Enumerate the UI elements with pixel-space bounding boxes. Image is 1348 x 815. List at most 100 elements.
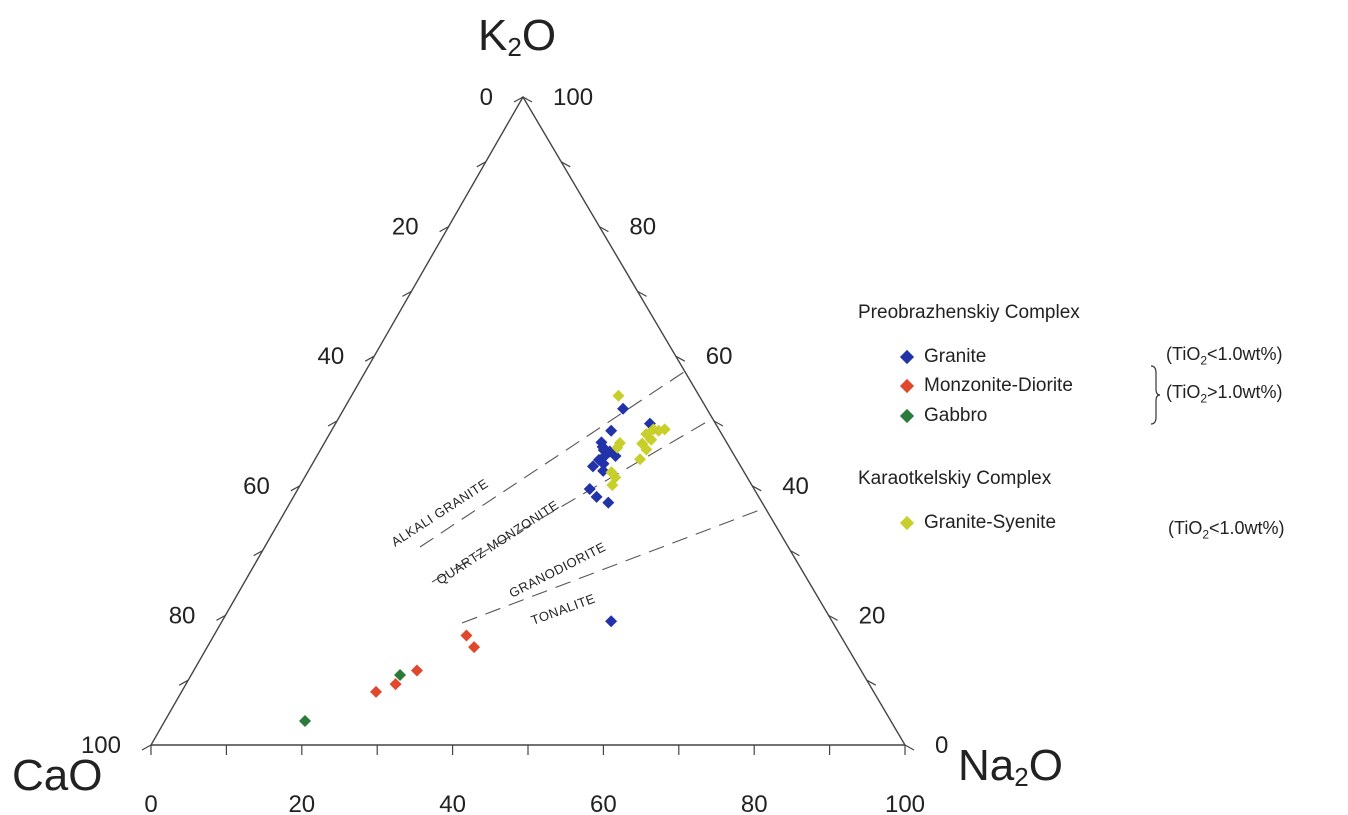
- right-axis-tick: [790, 550, 800, 557]
- apex-label-na2o: Na2O: [958, 741, 1063, 792]
- bottom-axis-tick-label: 80: [741, 791, 768, 815]
- left-axis-tick: [402, 290, 412, 297]
- left-axis-tick: [178, 679, 189, 686]
- triangle-outline: [149, 95, 907, 746]
- data-point-gabbro: [299, 715, 312, 728]
- right-axis-tick: [751, 485, 762, 492]
- diamond-marker-icon: [899, 408, 915, 424]
- left-axis-tick: [476, 161, 487, 168]
- data-point-granite-syenite: [640, 443, 653, 456]
- right-axis-tick: [828, 614, 838, 621]
- left-axis-tick: [327, 420, 338, 427]
- data-point-granite-syenite: [652, 424, 665, 437]
- legend-item-label: Monzonite-Diorite: [924, 375, 1073, 396]
- left-axis-tick: [253, 550, 263, 557]
- data-point-granite: [605, 615, 618, 628]
- data-point-granite: [617, 402, 630, 415]
- left-axis-tick-label: 20: [392, 214, 419, 241]
- tio2-note-granite: (TiO2<1.0wt%): [1166, 344, 1283, 368]
- right-axis-tick: [866, 679, 877, 686]
- data-point-granite: [586, 460, 599, 473]
- bottom-axis-tick-label: 60: [590, 791, 617, 815]
- field-boundary-line: [461, 507, 766, 624]
- data-point-monzonite-diorite: [370, 685, 383, 698]
- field-label: ALKALI GRANITE: [388, 476, 491, 550]
- data-point-granite: [602, 496, 615, 509]
- field-boundaries: [419, 367, 766, 624]
- axis-tick-labels: 0 100 0 20 80 20 40 60 40 60 40 60 80 20 80 100 0 100: [81, 84, 948, 815]
- diamond-marker-icon: [899, 515, 915, 531]
- legend-group-title-preobrazhenskiy: Preobrazhenskiy Complex: [858, 302, 1080, 323]
- left-axis-tick: [364, 355, 375, 362]
- right-axis-tick-label: 100: [553, 84, 593, 111]
- axis-ticks: [141, 96, 915, 755]
- legend: Preobrazhenskiy Complex Granite Monzonit…: [858, 296, 1348, 556]
- data-point-granite: [609, 449, 622, 462]
- right-axis-tick-label: 60: [706, 343, 733, 370]
- tio2-note-monzonite-gabbro: (TiO2>1.0wt%): [1166, 382, 1283, 406]
- legend-item-label: Granite: [924, 346, 987, 367]
- data-point-monzonite-diorite: [410, 664, 423, 677]
- apex-label-cao: CaO: [12, 751, 102, 800]
- diamond-marker-icon: [899, 378, 915, 394]
- left-axis-tick-label: 60: [243, 473, 270, 500]
- legend-item-gabbro: Gabbro: [899, 405, 988, 427]
- field-label: GRANODIORITE: [507, 539, 609, 601]
- brace-icon: [1150, 365, 1160, 425]
- apex-label-k2o: K2O: [478, 11, 556, 62]
- left-axis-tick: [141, 744, 152, 751]
- bottom-axis-tick-label: 40: [439, 791, 466, 815]
- data-point-granite-syenite: [611, 441, 624, 454]
- right-axis-tick: [904, 744, 915, 751]
- right-axis-tick: [599, 226, 609, 233]
- left-axis-tick-label: 100: [81, 732, 121, 759]
- field-boundary-line: [419, 367, 691, 548]
- field-boundary-line: [431, 419, 711, 583]
- right-axis-tick: [637, 290, 647, 297]
- left-axis-tick-label: 0: [480, 84, 493, 111]
- data-point-monzonite-diorite: [460, 629, 473, 642]
- legend-item-granite: Granite: [899, 346, 987, 368]
- bottom-axis-tick-label: 20: [288, 791, 315, 815]
- legend-item-label: Granite-Syenite: [924, 512, 1057, 533]
- left-axis-tick-label: 40: [317, 343, 344, 370]
- diamond-marker-icon: [899, 349, 915, 365]
- data-point-granite: [605, 424, 618, 437]
- right-axis-tick: [560, 161, 571, 168]
- legend-item-label: Gabbro: [924, 405, 988, 426]
- legend-item-granite-syenite: Granite-Syenite: [899, 512, 1057, 534]
- right-axis-tick-label: 40: [782, 473, 809, 500]
- bottom-axis-tick-label: 0: [144, 791, 157, 815]
- data-point-monzonite-diorite: [468, 641, 481, 654]
- data-point-granite-syenite: [634, 453, 647, 466]
- data-point-granite-syenite: [645, 433, 658, 446]
- data-point-granite: [597, 464, 610, 477]
- legend-group-title-karaotkelskiy: Karaotkelskiy Complex: [858, 468, 1052, 489]
- legend-item-monzonite-diorite: Monzonite-Diorite: [899, 375, 1073, 397]
- right-axis-tick: [675, 355, 686, 362]
- data-points: [299, 389, 671, 728]
- bottom-axis-tick-label: 100: [885, 791, 925, 815]
- right-axis-tick-label: 20: [859, 602, 886, 629]
- data-point-granite: [597, 457, 610, 470]
- data-point-granite-syenite: [606, 479, 619, 492]
- data-point-granite: [583, 483, 596, 496]
- left-axis-tick: [439, 226, 449, 233]
- left-axis-tick: [290, 485, 301, 492]
- left-axis-tick-label: 80: [169, 602, 196, 629]
- left-axis-tick: [216, 614, 226, 621]
- tio2-note-granite-syenite: (TiO2<1.0wt%): [1168, 518, 1285, 542]
- right-axis-tick: [713, 420, 724, 427]
- data-point-granite: [590, 490, 603, 503]
- triangle-frame: [149, 95, 907, 746]
- data-point-monzonite-diorite: [389, 678, 402, 691]
- data-point-gabbro: [394, 669, 407, 682]
- apex-labels: K2O CaO Na2O: [12, 11, 1063, 800]
- right-axis-tick-label: 80: [629, 214, 656, 241]
- data-point-granite-syenite: [612, 389, 625, 402]
- left-axis-tick: [513, 96, 524, 103]
- right-axis-tick: [522, 96, 533, 103]
- field-label: TONALITE: [529, 591, 597, 628]
- right-axis-tick-label: 0: [935, 732, 948, 759]
